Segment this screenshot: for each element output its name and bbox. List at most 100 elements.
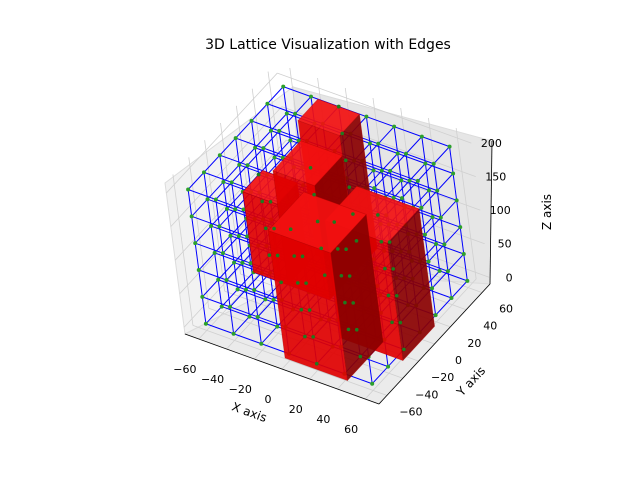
- lattice-node: [434, 242, 439, 247]
- lattice-node: [454, 198, 459, 203]
- voxel-node: [354, 327, 359, 332]
- lattice-node: [277, 128, 282, 133]
- lattice-node: [212, 250, 217, 255]
- lattice-node: [433, 313, 438, 318]
- lattice-node: [388, 168, 393, 173]
- y-tick-label: −40: [415, 388, 438, 401]
- lattice-node: [426, 188, 431, 193]
- z-tick-label: 200: [481, 137, 502, 150]
- voxel-node: [339, 273, 344, 278]
- voxel-node: [288, 227, 293, 231]
- lattice-node: [221, 180, 226, 185]
- x-tick-labels: −60 −40 −20 0 20 40 60: [173, 363, 358, 436]
- x-tick-label: −60: [173, 363, 196, 376]
- lattice-node: [391, 195, 396, 200]
- lattice-edge: [421, 136, 441, 271]
- lattice-edge: [449, 146, 468, 281]
- lattice-node: [189, 214, 194, 219]
- lattice-node: [370, 381, 375, 386]
- lattice-node: [367, 141, 372, 146]
- lattice-node: [233, 136, 238, 141]
- voxel-node: [351, 212, 355, 216]
- voxel-node: [336, 104, 341, 109]
- voxel-node: [344, 158, 348, 163]
- voxel-node: [398, 320, 403, 325]
- voxel-node: [347, 185, 352, 189]
- lattice-node: [430, 215, 435, 220]
- lattice-node: [371, 168, 376, 173]
- lattice-node: [261, 146, 266, 151]
- lattice-node: [372, 186, 377, 191]
- voxel-node: [272, 226, 276, 231]
- voxel-node: [256, 172, 261, 177]
- lattice-node: [205, 197, 210, 202]
- lattice-node: [407, 178, 412, 183]
- lattice-node: [458, 225, 463, 230]
- lattice-node: [241, 207, 246, 212]
- voxel-node: [307, 308, 312, 312]
- voxel-node: [376, 213, 380, 217]
- lattice-edge: [203, 172, 223, 307]
- lattice-node: [392, 124, 397, 129]
- lattice-node: [263, 297, 268, 302]
- lattice-node: [271, 297, 276, 302]
- voxel-node: [263, 226, 268, 231]
- lattice-node: [379, 168, 384, 173]
- lattice-node: [403, 151, 408, 156]
- grid-line: [170, 106, 283, 227]
- x-tick-label: 40: [316, 413, 330, 426]
- x-axis-line: [184, 333, 380, 405]
- voxel-node: [292, 254, 297, 258]
- voxel-node: [312, 192, 316, 197]
- lattice-node: [253, 145, 258, 150]
- grid-line: [166, 72, 278, 194]
- y-tick-label: −60: [399, 405, 422, 418]
- voxel-node: [358, 354, 363, 359]
- grid-line: [172, 174, 194, 326]
- voxel-node: [303, 334, 307, 339]
- lattice-node: [193, 241, 198, 246]
- voxel-face: [297, 98, 361, 136]
- voxel-node: [332, 220, 337, 224]
- lattice-node: [248, 261, 253, 266]
- lattice-node: [272, 155, 277, 160]
- voxel-node: [299, 307, 304, 312]
- lattice-node: [233, 207, 238, 212]
- voxel-node: [267, 253, 272, 257]
- lattice-node: [308, 94, 313, 99]
- voxel-node: [386, 293, 391, 298]
- lattice-node: [386, 364, 391, 369]
- lattice-node: [435, 188, 440, 193]
- voxel-node: [394, 293, 399, 298]
- lattice-node: [447, 144, 452, 149]
- z-tick-label: 150: [485, 171, 506, 184]
- voxel-node: [304, 281, 308, 285]
- lattice-node: [419, 134, 424, 139]
- lattice-node: [284, 111, 289, 116]
- lattice-node: [419, 205, 424, 210]
- lattice-node: [293, 111, 298, 116]
- y-tick-label: −20: [431, 371, 454, 384]
- lattice-node: [235, 287, 240, 292]
- lattice-node: [237, 162, 242, 167]
- y-tick-label: 40: [483, 320, 497, 333]
- x-tick-label: 60: [344, 423, 358, 436]
- lattice-node: [423, 161, 428, 166]
- voxel-node: [308, 165, 313, 170]
- y-tick-label: 0: [455, 354, 462, 367]
- lattice-node: [247, 314, 252, 319]
- lattice-node: [431, 161, 436, 166]
- lattice-node: [451, 171, 456, 176]
- voxel-face: [272, 140, 343, 187]
- lattice-edge: [187, 189, 207, 324]
- voxel-node: [351, 301, 356, 305]
- grid-line: [174, 139, 287, 261]
- x-axis-label: X axis: [230, 399, 269, 424]
- voxel-node: [387, 240, 392, 244]
- y-axis-label: Y axis: [453, 364, 488, 400]
- voxel-node: [260, 199, 265, 204]
- lattice-node: [240, 260, 245, 265]
- voxel-node: [340, 131, 345, 136]
- grid-line: [220, 122, 241, 275]
